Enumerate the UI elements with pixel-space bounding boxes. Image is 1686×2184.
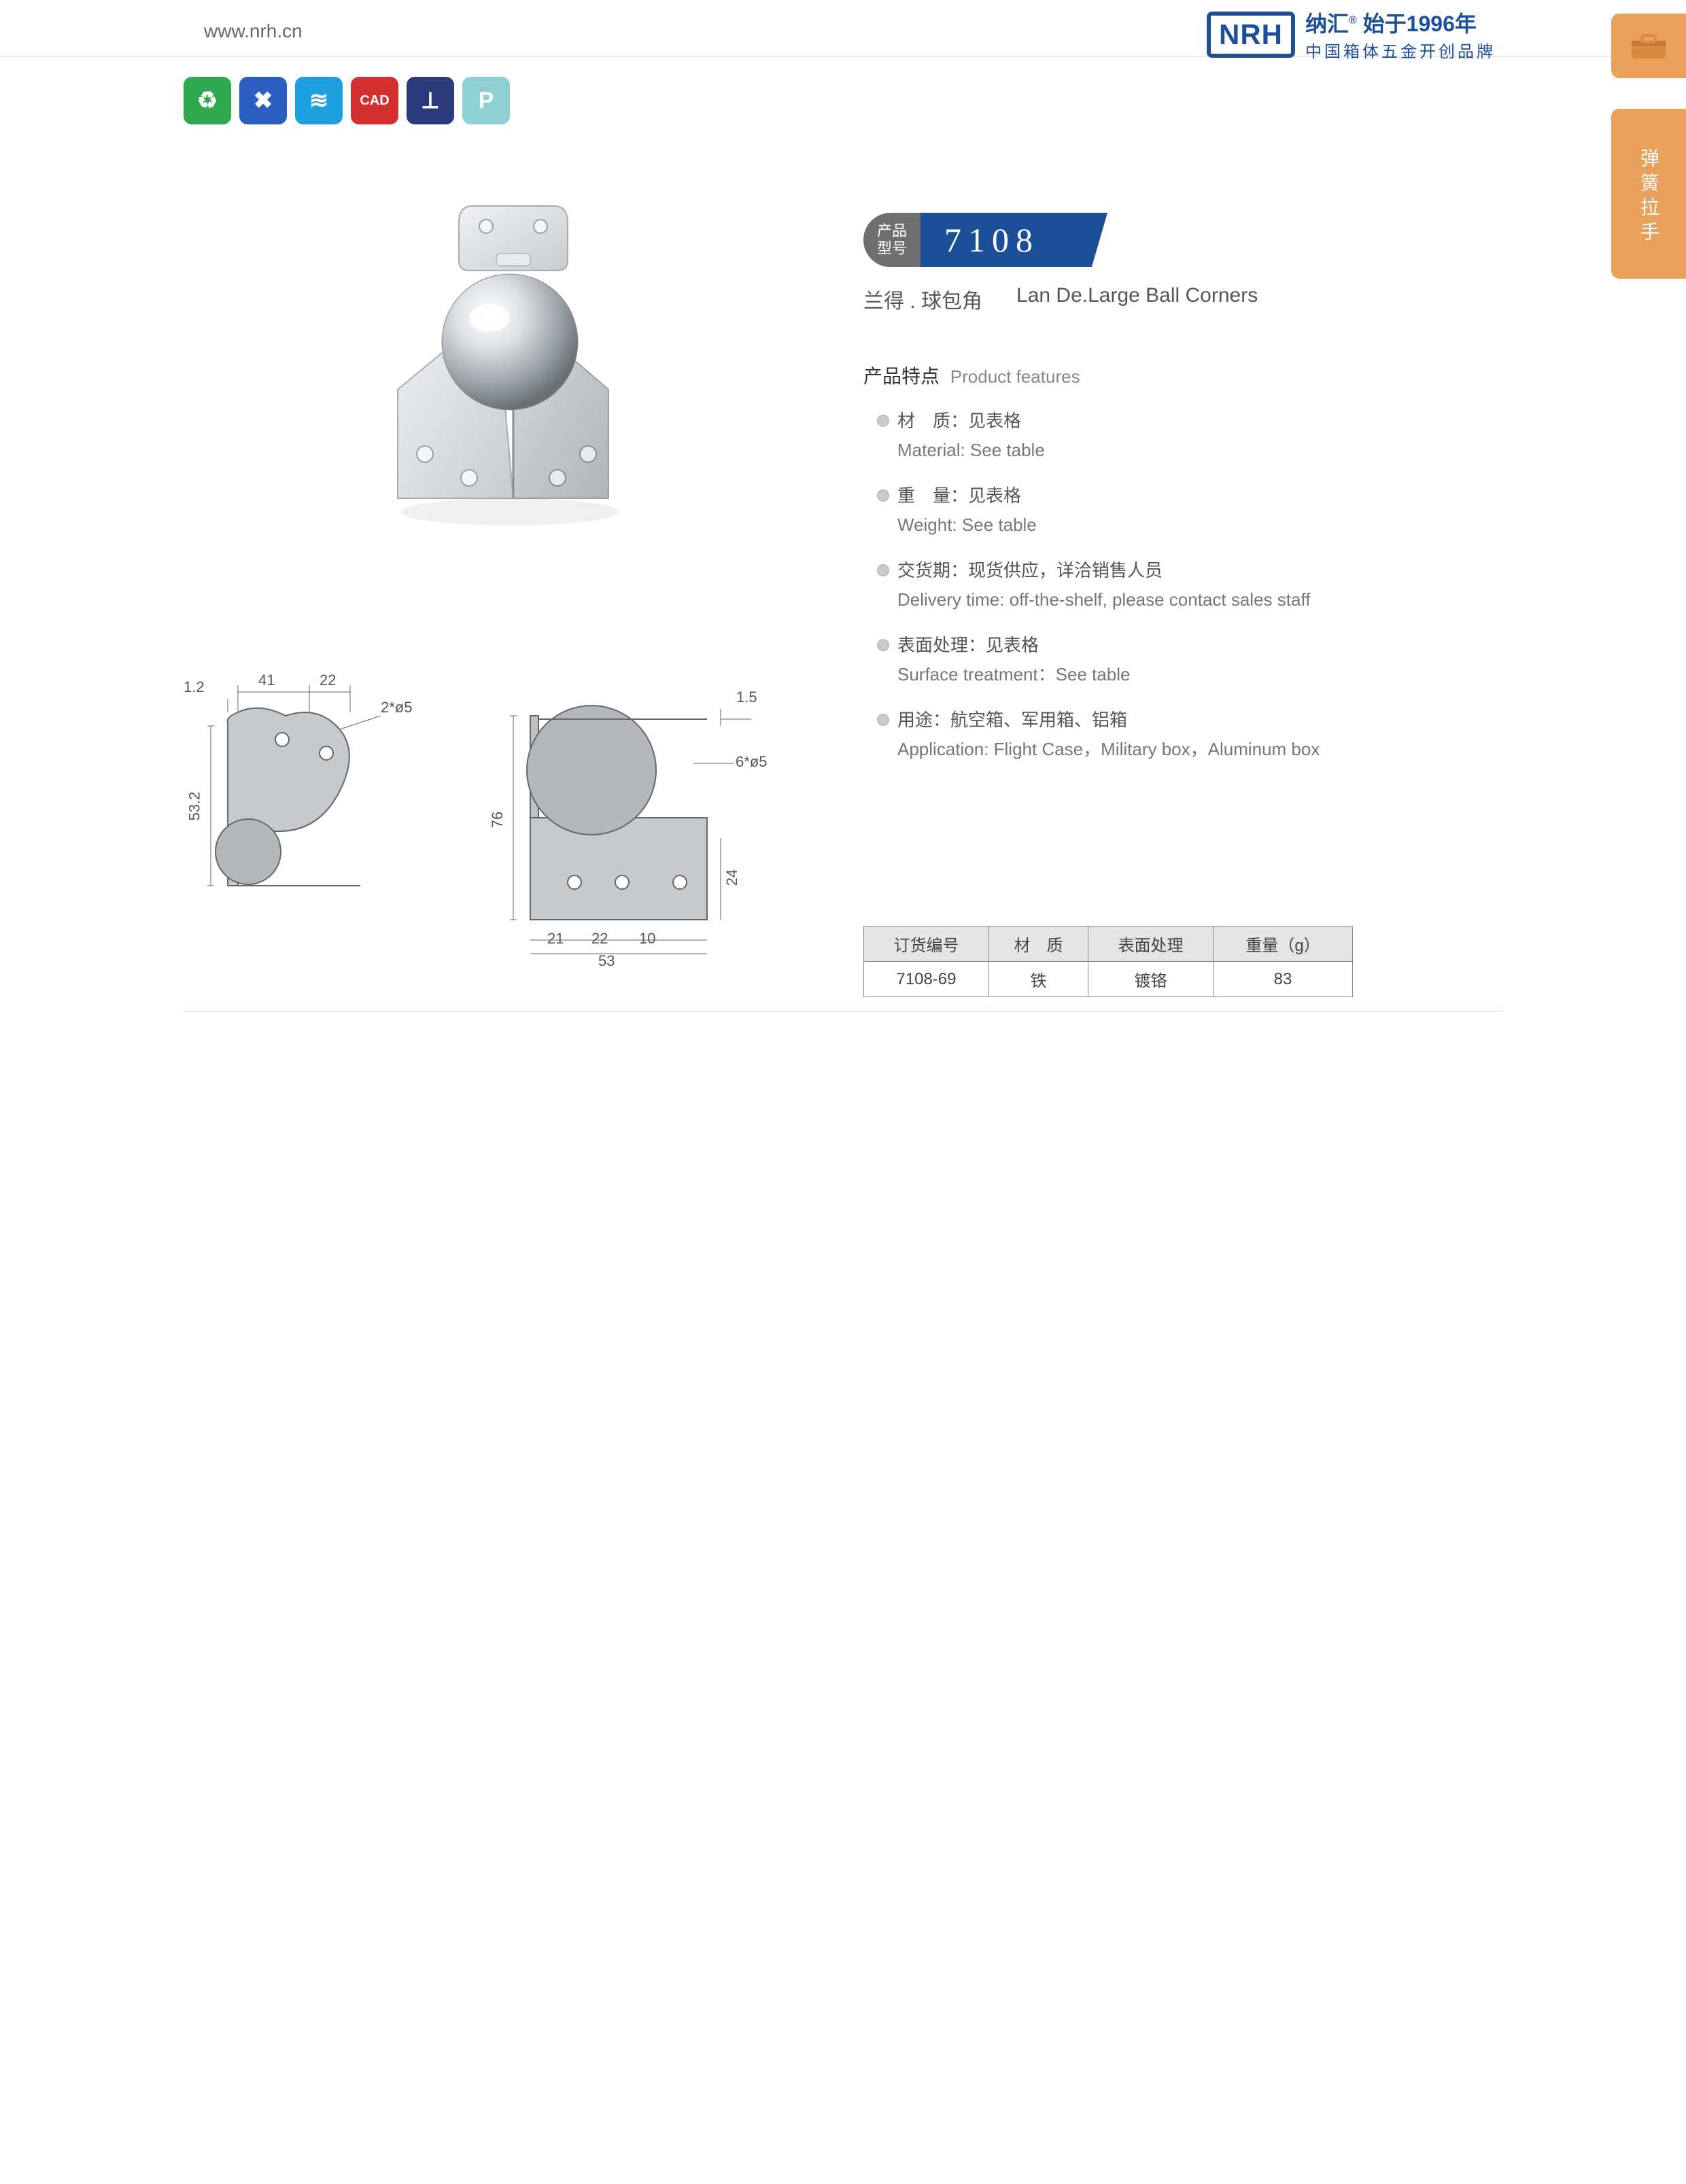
brand-text: 纳汇® 始于1996年 中国箱体五金开创品牌 [1305,7,1496,62]
features-title-en: Product features [950,366,1080,387]
feature-item: 重 量：见表格 Weight: See table [877,483,1502,538]
dim-a: 41 [258,672,275,689]
table-header-cell: 重量（g） [1214,926,1353,962]
features-title: 产品特点 Product features [863,362,1502,389]
spring-icon[interactable]: ≋ [295,77,343,124]
feature-en: Material: See table [897,437,1502,464]
feature-item: 用途：航空箱、军用箱、铝箱 Application: Flight Case，Mi… [877,707,1502,763]
tools-icon[interactable]: ✖ [239,77,287,124]
brand-block: NRH 纳汇® 始于1996年 中国箱体五金开创品牌 [1207,7,1496,62]
table-header-cell: 订货编号 [864,926,989,962]
table-cell: 83 [1214,962,1353,997]
feature-list: 材 质：见表格 Material: See table 重 量：见表格 Weight:… [863,408,1502,763]
dim-hole: 2*ø5 [381,699,412,716]
subtitle-en: Lan De.Large Ball Corners [1016,284,1258,314]
site-url: www.nrh.cn [204,20,303,41]
right-column: 产品 型号 7108 兰得 . 球包角 Lan De.Large Ball Co… [863,158,1502,997]
dim-t: 1.2 [184,678,205,696]
content: 1.2 41 22 2*ø5 53.2 [184,158,1502,997]
dim-s3: 10 [639,930,655,948]
side-tab-icon[interactable] [1611,14,1686,78]
table-row: 7108-69铁镀铬83 [864,962,1353,997]
feature-cn: 表面处理：见表格 [897,632,1502,659]
park-icon[interactable]: P [462,77,510,124]
model-number: 7108 [910,213,1107,267]
side-tab-label[interactable]: 弹簧拉手 [1611,109,1686,279]
dim-h2: 76 [489,812,506,828]
table-header-cell: 材 质 [988,926,1088,962]
feature-item: 表面处理：见表格Surface treatment：See table [877,632,1502,688]
table-header-cell: 表面处理 [1088,926,1214,962]
icon-row: ♻✖≋CAD⟂P [184,77,1686,124]
drawing-right: 1.5 6*ø5 76 24 21 22 10 53 [483,661,768,960]
dim-s2: 22 [591,930,608,948]
dim-h: 53.2 [186,792,203,821]
header: www.nrh.cn NRH 纳汇® 始于1996年 中国箱体五金开创品牌 [0,0,1686,56]
feature-en: Delivery time: off-the-shelf, please con… [897,587,1502,613]
dim-w: 53 [598,952,615,970]
model-label-l1: 产品 [877,222,907,240]
brand-line1: 纳汇® 始于1996年 [1305,7,1496,38]
dim-t2: 1.5 [736,689,757,706]
model-label-l2: 型号 [877,240,907,258]
spec-table: 订货编号材 质表面处理重量（g） 7108-69铁镀铬83 [863,926,1353,997]
table-cell: 镀铬 [1088,962,1214,997]
features-title-cn: 产品特点 [863,366,940,387]
brand-logo: NRH [1207,12,1295,58]
tech-drawings: 1.2 41 22 2*ø5 53.2 [184,661,823,960]
dim-hole2: 6*ø5 [736,753,767,771]
model-label: 产品 型号 [863,213,921,267]
brand-tagline: 中国箱体五金开创品牌 [1305,38,1496,62]
cad-icon[interactable]: CAD [351,77,398,124]
drawing-left: 1.2 41 22 2*ø5 53.2 [184,661,428,933]
feature-cn: 用途：航空箱、军用箱、铝箱 [897,707,1502,733]
dim-d: 24 [723,869,741,886]
table-cell: 铁 [988,962,1088,997]
screw-icon[interactable]: ⟂ [407,77,454,124]
feature-cn: 材 质：见表格 [897,408,1502,434]
feature-item: 交货期：现货供应，详洽销售人员 Delivery time: off-the-sh… [877,557,1502,613]
feature-en: Surface treatment：See table [897,661,1502,688]
table-cell: 7108-69 [864,962,989,997]
left-column: 1.2 41 22 2*ø5 53.2 [184,158,823,997]
brand-cn: 纳汇 [1305,12,1349,36]
feature-cn: 交货期：现货供应，详洽销售人员 [897,557,1502,584]
briefcase-icon [1628,33,1669,60]
model-pill: 产品 型号 7108 [863,213,1502,267]
dim-b: 22 [320,672,336,689]
dim-s1: 21 [547,930,564,948]
feature-cn: 重 量：见表格 [897,483,1502,509]
feature-en: Weight: See table [897,512,1502,538]
brand-since: 始于1996年 [1363,12,1477,36]
product-image [350,186,656,539]
subtitle-cn: 兰得 . 球包角 [863,284,982,314]
feature-item: 材 质：见表格 Material: See table [877,408,1502,464]
eco-icon[interactable]: ♻ [184,77,231,124]
subtitle: 兰得 . 球包角 Lan De.Large Ball Corners [863,284,1502,314]
table-head-row: 订货编号材 质表面处理重量（g） [864,926,1353,962]
feature-en: Application: Flight Case，Military box，Al… [897,736,1502,763]
